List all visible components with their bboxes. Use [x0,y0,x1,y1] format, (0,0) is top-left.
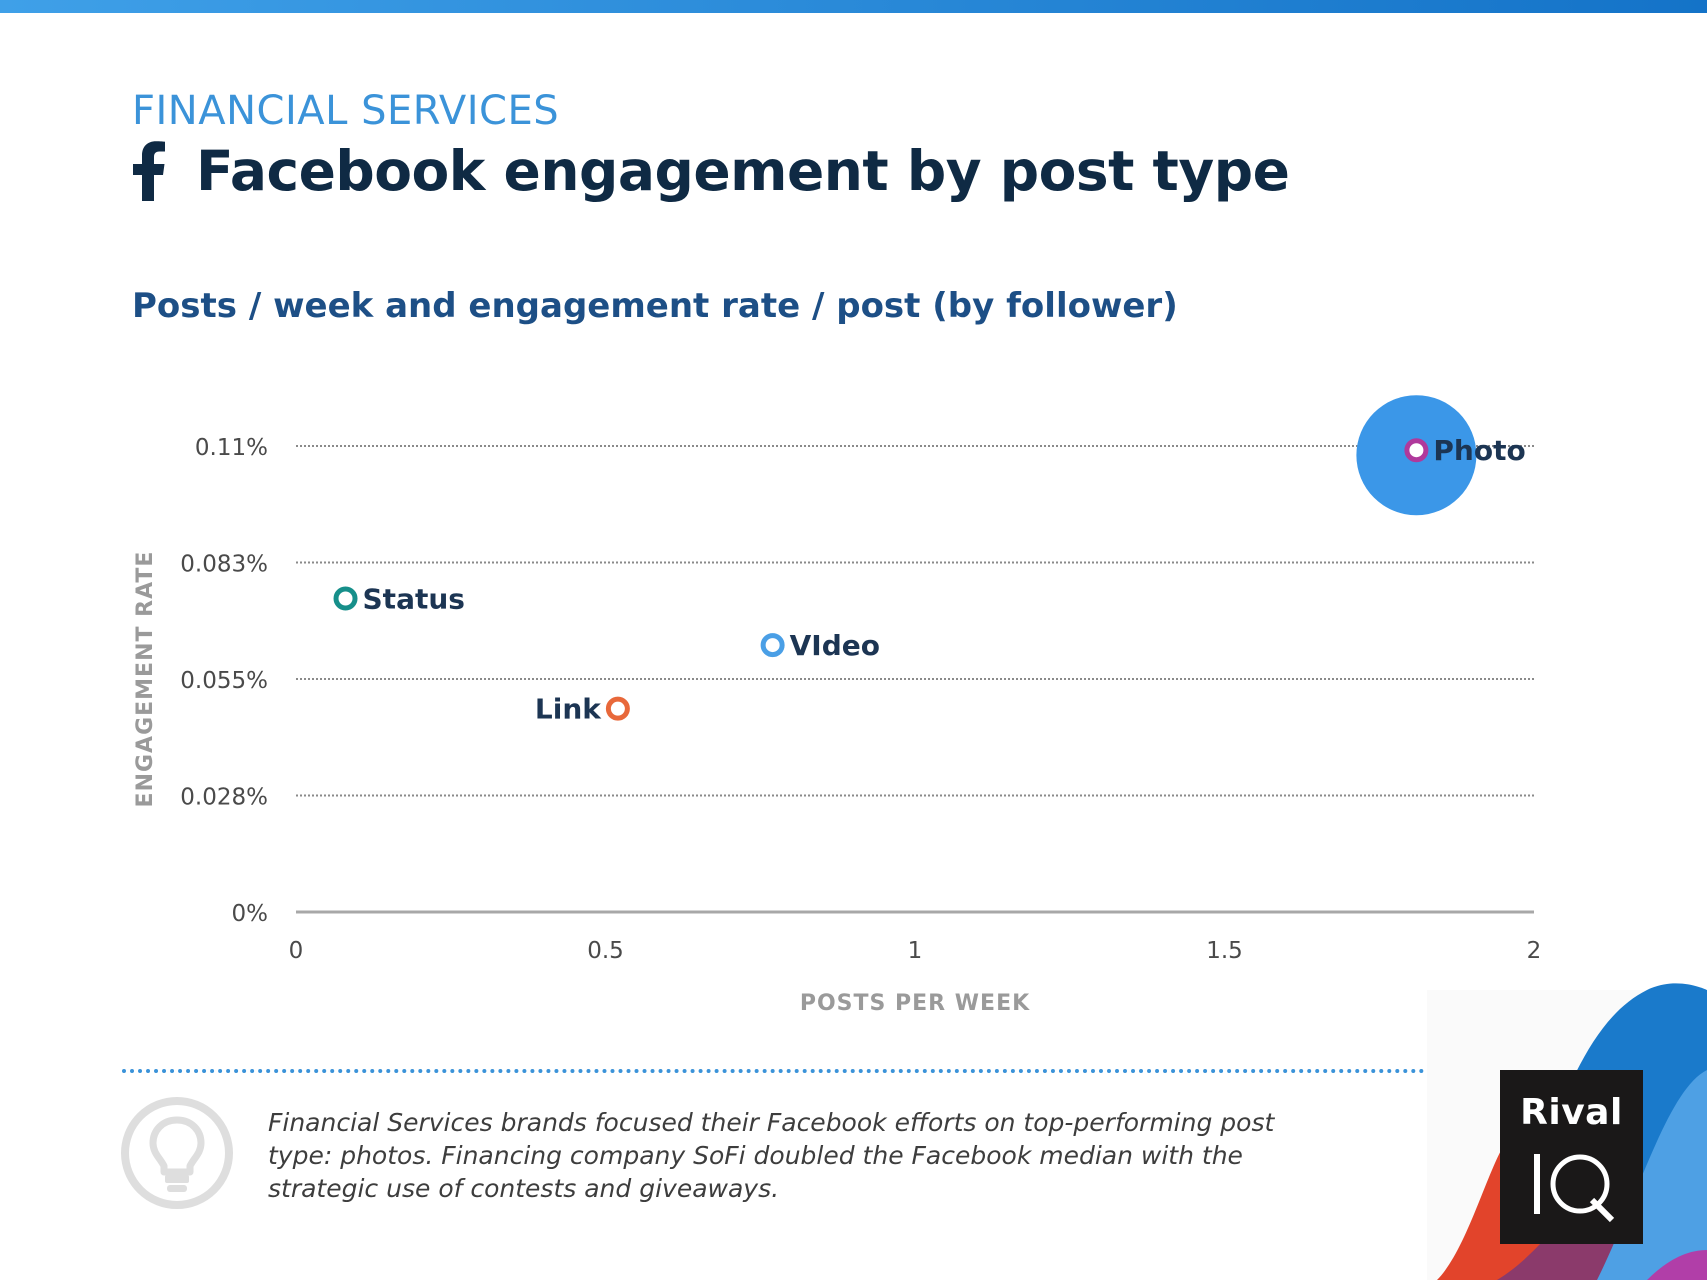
rival-iq-logo: Rival [1500,1070,1643,1244]
facebook-icon [133,141,165,201]
insight-note: Financial Services brands focused their … [268,1108,1275,1203]
scatter-chart: 0% 0.028% 0.055% 0.083% 0.11% 0 0.5 1 1.5 2 POSTS … [133,395,1541,1016]
data-point-photo [1404,438,1429,463]
x-tick-label-3: 1.5 [1206,938,1243,964]
y-tick-label-2: 0.055% [180,668,268,694]
top-accent-bar [0,0,1707,13]
x-tick-label-0: 0 [289,938,304,964]
x-axis-title: POSTS PER WEEK [800,991,1030,1016]
footer-divider [122,1069,1457,1073]
title-row: Facebook engagement by post type [132,136,1290,206]
data-label-video: VIdeo [790,629,880,662]
category-label: FINANCIAL SERVICES [132,88,560,134]
x-tick-label-1: 0.5 [587,938,624,964]
point-layer: Photo Status VIdeo Link [333,395,1526,726]
logo-iq-mark [1534,1154,1615,1223]
chart-subtitle: Posts / week and engagement rate / post … [132,286,1178,326]
data-point-status [333,586,358,611]
x-tick-label-2: 1 [908,938,923,964]
y-tick-label-1: 0.028% [180,785,268,811]
x-tick-label-4: 2 [1527,938,1542,964]
y-tick-label-0: 0% [232,901,269,927]
data-point-link [605,696,630,721]
y-axis-title: ENGAGEMENT RATE [133,551,158,808]
y-tick-label-3: 0.083% [180,552,268,578]
y-tick-label-4: 0.11% [195,435,268,461]
lightbulb-icon [121,1097,233,1209]
page-title: Facebook engagement by post type [196,139,1290,203]
data-label-link: Link [535,693,602,726]
data-point-video [760,633,785,658]
data-label-photo: Photo [1433,434,1525,467]
grid-layer [296,445,1534,914]
logo-wordmark-top: Rival [1520,1092,1623,1133]
axis-layer: 0% 0.028% 0.055% 0.083% 0.11% 0 0.5 1 1.5 2 POSTS … [133,435,1541,1016]
data-label-status: Status [363,583,465,616]
